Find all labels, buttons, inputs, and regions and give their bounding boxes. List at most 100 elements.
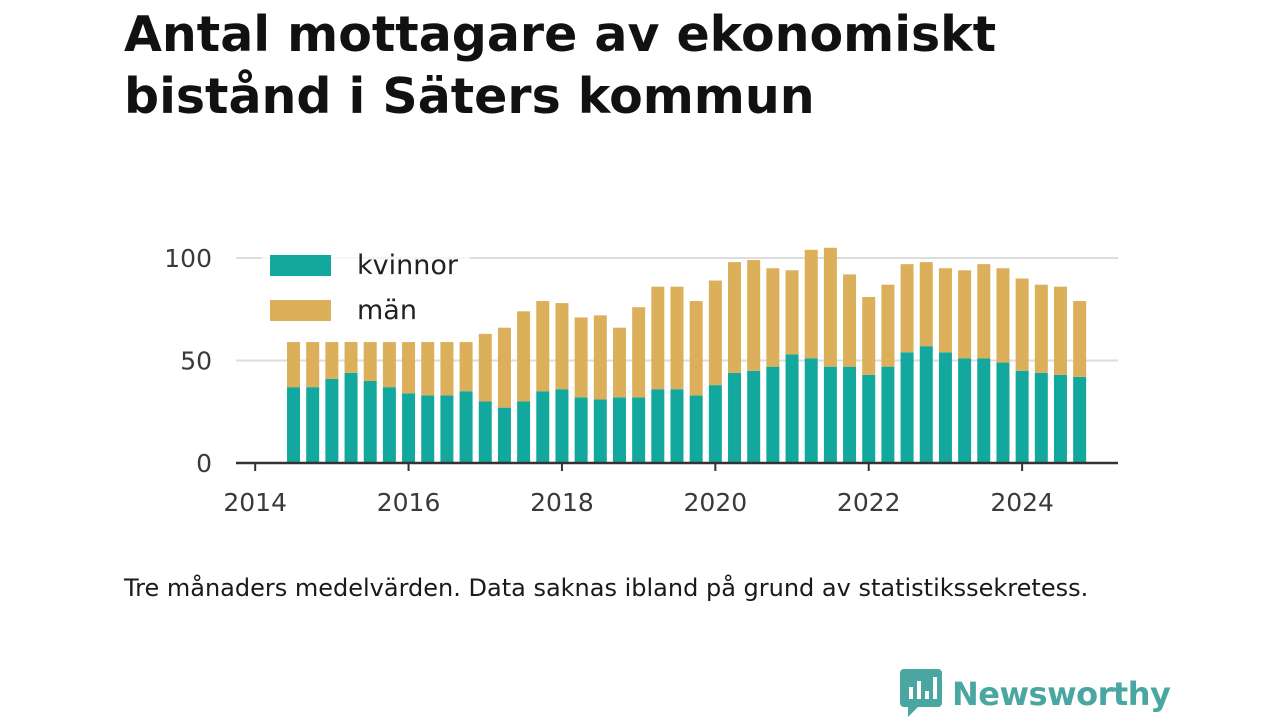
legend: kvinnor män — [262, 244, 470, 332]
legend-swatch-man — [270, 300, 331, 321]
chart-footnote: Tre månaders medelvärden. Data saknas ib… — [124, 574, 1089, 602]
bar-man — [287, 342, 301, 388]
bar-man — [325, 342, 339, 379]
chart-title: Antal mottagare av ekonomiskt bistånd i … — [124, 6, 997, 125]
bar-man — [785, 270, 799, 355]
bar-kvinnor — [785, 354, 799, 463]
legend-label-kvinnor: kvinnor — [357, 250, 459, 281]
legend-label-man: män — [357, 295, 417, 326]
bar-kvinnor — [574, 397, 588, 463]
bar-kvinnor — [996, 362, 1010, 463]
x-tick-label: 2016 — [377, 488, 441, 517]
bar-man — [306, 342, 320, 388]
bar-kvinnor — [977, 358, 991, 463]
bar-man — [747, 260, 761, 371]
bar-man — [612, 327, 626, 398]
bar-man — [881, 284, 895, 367]
bar-man — [574, 317, 588, 398]
bar-kvinnor — [728, 372, 742, 463]
bar-kvinnor — [612, 397, 626, 463]
bar-kvinnor — [804, 358, 818, 463]
bar-kvinnor — [344, 372, 358, 463]
y-tick-label: 100 — [164, 244, 212, 273]
bar-kvinnor — [1015, 370, 1029, 463]
newsworthy-logo-icon — [900, 667, 942, 721]
bars — [287, 247, 1087, 463]
bar-kvinnor — [382, 387, 396, 463]
bar-kvinnor — [823, 366, 837, 463]
bar-kvinnor — [536, 391, 550, 463]
bar-man — [421, 342, 435, 396]
brand-logo: Newsworthy — [900, 667, 1171, 721]
bar-man — [766, 268, 780, 367]
bar-kvinnor — [402, 393, 416, 463]
bar-kvinnor — [593, 399, 607, 463]
x-tick-label: 2020 — [684, 488, 748, 517]
bar-man — [382, 342, 396, 388]
bar-kvinnor — [938, 352, 952, 463]
bar-kvinnor — [363, 381, 377, 463]
x-tick-label: 2022 — [837, 488, 901, 517]
bar-kvinnor — [747, 370, 761, 463]
bar-man — [632, 307, 646, 398]
bar-man — [651, 286, 665, 390]
bar-man — [862, 296, 876, 375]
bar-kvinnor — [651, 389, 665, 463]
bar-kvinnor — [689, 395, 703, 463]
bar-kvinnor — [766, 366, 780, 463]
bar-kvinnor — [478, 401, 492, 463]
bar-kvinnor — [881, 366, 895, 463]
bar-kvinnor — [958, 358, 972, 463]
bar-man — [536, 301, 550, 392]
bar-man — [977, 264, 991, 359]
bar-man — [958, 270, 972, 359]
stacked-bar-chart: 0 50 100 2014 2016 2018 2020 2022 2024 kvinnor mä… — [164, 244, 1118, 517]
bar-kvinnor — [843, 366, 857, 463]
bar-man — [1053, 286, 1067, 375]
bar-kvinnor — [287, 387, 301, 463]
bar-man — [670, 286, 684, 390]
bar-kvinnor — [459, 391, 473, 463]
bar-man — [497, 327, 511, 408]
bar-kvinnor — [1034, 372, 1048, 463]
bar-kvinnor — [517, 401, 531, 463]
bar-man — [1073, 301, 1087, 377]
bar-kvinnor — [306, 387, 320, 463]
x-tick-label: 2014 — [223, 488, 287, 517]
bar-man — [555, 303, 569, 390]
brand-name: Newsworthy — [952, 675, 1171, 713]
bar-man — [593, 315, 607, 400]
bar-man — [344, 342, 358, 373]
bar-kvinnor — [555, 389, 569, 463]
bar-man — [478, 333, 492, 402]
bar-man — [919, 262, 933, 347]
bar-kvinnor — [440, 395, 454, 463]
bar-kvinnor — [421, 395, 435, 463]
bar-man — [459, 342, 473, 392]
bar-kvinnor — [708, 385, 722, 463]
y-tick-label: 0 — [196, 449, 212, 478]
bar-man — [708, 280, 722, 386]
bar-kvinnor — [670, 389, 684, 463]
axes: 0 50 100 2014 2016 2018 2020 2022 2024 — [164, 244, 1118, 517]
bar-man — [363, 342, 377, 381]
bar-man — [938, 268, 952, 353]
bar-man — [728, 262, 742, 373]
bar-kvinnor — [862, 374, 876, 463]
bar-kvinnor — [497, 407, 511, 463]
y-tick-label: 50 — [180, 347, 212, 376]
bar-kvinnor — [1053, 374, 1067, 463]
bar-man — [440, 342, 454, 396]
bar-man — [823, 247, 837, 367]
bar-man — [517, 311, 531, 402]
bar-kvinnor — [325, 378, 339, 463]
x-tick-label: 2024 — [990, 488, 1054, 517]
legend-swatch-kvinnor — [270, 255, 331, 276]
bar-man — [1015, 278, 1029, 371]
x-tick-label: 2018 — [530, 488, 594, 517]
bar-kvinnor — [900, 352, 914, 463]
bar-man — [402, 342, 416, 394]
bar-man — [843, 274, 857, 367]
bar-kvinnor — [632, 397, 646, 463]
bar-kvinnor — [1073, 376, 1087, 463]
